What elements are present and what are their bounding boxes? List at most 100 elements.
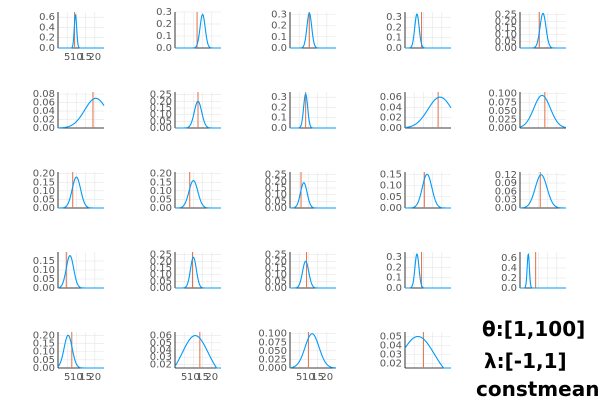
density-curve [405,13,451,49]
y-tick-label: 0.2 [271,102,287,113]
y-tick-label: 0.0 [156,43,172,54]
density-curve [174,180,221,209]
y-tick-label: 0.10 [265,270,287,281]
y-tick-label: 0.04 [33,106,55,117]
y-tick-label: 0.25 [150,90,172,101]
y-tick-label: 0.05 [33,274,55,285]
y-tick-label: 0.15 [150,103,172,114]
subplot-4: 0.00.10.20.3 [386,12,451,54]
annotation-lambda-range: λ:[-1,1] [484,349,567,373]
y-tick-label: 0.3 [386,12,402,23]
handwritten-annotation: θ:[1,100] λ:[-1,1] constmean [476,317,599,400]
y-tick-label: 0.10 [150,270,172,281]
y-tick-label: 0.20 [33,330,55,341]
x-tick-label: 20 [320,372,333,383]
x-tick-label: 10 [187,372,200,383]
y-tick-label: 0.4 [39,22,55,33]
x-tick-label: 5 [181,372,187,383]
y-tick-label: 0.10 [33,265,55,276]
subplot-17: 0.000.050.100.150.200.25 [150,250,221,294]
y-tick-label: 0.10 [150,186,172,197]
density-curve [57,334,104,369]
y-tick-label: 0.10 [265,190,287,201]
y-tick-label: 0.04 [380,341,402,352]
x-tick-label: 15 [311,372,324,383]
y-tick-label: 0.025 [488,114,517,125]
y-tick-label: 0.20 [265,256,287,267]
y-tick-label: 0.05 [380,192,402,203]
density-curve [405,173,451,209]
y-tick-label: 0.000 [488,123,517,134]
y-tick-label: 0.02 [380,359,402,370]
density-curve [289,333,337,369]
density-curve [57,255,104,289]
y-tick-label: 0.2 [386,262,402,273]
density-curve [404,335,451,369]
subplot-6: 0.000.020.040.060.08 [33,89,105,134]
y-tick-label: 0.05 [33,355,55,366]
y-tick-label: 0.05 [495,36,517,47]
y-tick-label: 0.3 [271,9,287,20]
y-tick-label: 0.00 [495,203,517,214]
y-tick-label: 0.05 [150,338,172,349]
y-tick-label: 0.10 [380,181,402,192]
y-tick-label: 0.20 [265,176,287,187]
x-tick-label: 5 [64,52,70,63]
subplot-11: 0.000.050.100.150.20 [33,169,104,214]
y-tick-label: 0.00 [33,203,55,214]
density-curve [57,97,105,129]
density-curve [405,253,451,289]
y-tick-label: 0.6 [501,253,517,264]
density-curve [404,96,452,129]
y-tick-label: 0.02 [33,115,55,126]
density-curve [174,335,221,369]
annotation-mean-type: constmean [476,377,599,400]
y-tick-label: 0.025 [258,354,287,365]
y-tick-label: 0.000 [258,363,287,374]
y-tick-label: 0.100 [258,329,287,340]
density-curve [58,13,104,49]
x-tick-label: 15 [79,52,92,63]
y-tick-label: 0.00 [150,203,172,214]
subplot-19: 0.00.10.20.3 [386,252,451,294]
y-tick-label: 0.3 [271,92,287,103]
subplot-3: 0.00.10.20.3 [271,9,336,54]
y-tick-label: 0.05 [265,276,287,287]
density-curve [290,12,336,49]
subplot-12: 0.000.050.100.150.20 [150,169,221,214]
y-tick-label: 0.0 [271,43,287,54]
y-tick-label: 0.10 [495,30,517,41]
y-tick-label: 0.1 [271,113,287,124]
y-tick-label: 0.06 [33,98,55,109]
density-curve [175,256,221,289]
y-tick-label: 0.075 [488,97,517,108]
y-tick-label: 0.15 [265,183,287,194]
subplot-8: 0.00.10.20.3 [271,92,336,134]
y-tick-label: 0.00 [380,203,402,214]
y-tick-label: 0.20 [495,16,517,27]
y-tick-label: 0.25 [265,170,287,181]
x-tick-label: 15 [196,372,209,383]
x-tick-label: 20 [88,52,101,63]
y-tick-label: 0.12 [495,170,517,181]
y-tick-label: 0.0 [271,123,287,134]
y-tick-label: 0.3 [156,7,172,18]
density-curve [520,12,566,49]
y-tick-label: 0.10 [33,186,55,197]
y-tick-label: 0.2 [39,33,55,44]
x-tick-label: 10 [70,372,83,383]
y-tick-label: 0.05 [150,276,172,287]
y-tick-label: 0.15 [495,23,517,34]
y-tick-label: 0.0 [386,43,402,54]
y-tick-label: 0.03 [495,195,517,206]
x-tick-label: 10 [302,372,315,383]
y-tick-label: 0.06 [495,186,517,197]
y-tick-label: 0.15 [33,338,55,349]
subplot-7: 0.000.050.100.150.200.25 [150,90,221,134]
x-tick-label: 20 [205,372,218,383]
y-tick-label: 0.20 [150,96,172,107]
y-tick-label: 0.15 [265,263,287,274]
subplot-5: 0.000.050.100.150.200.25 [495,10,566,54]
